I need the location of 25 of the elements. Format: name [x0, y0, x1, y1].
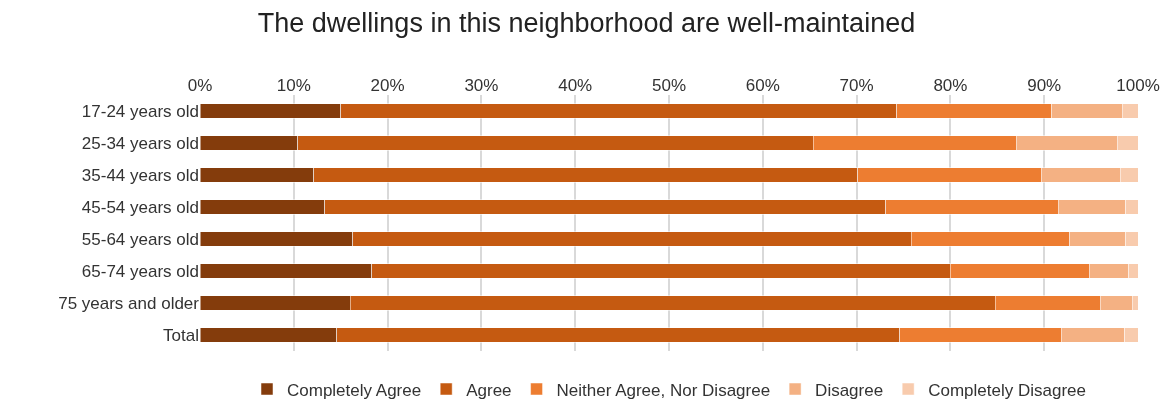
x-tick-label: 50% — [651, 75, 687, 95]
x-tick-label: 30% — [464, 75, 499, 95]
legend-label: Agree — [466, 380, 512, 400]
y-tick-label: 35-44 years old — [81, 165, 199, 185]
y-tick-label: 65-74 years old — [81, 261, 199, 281]
x-tick-label: 80% — [933, 75, 968, 95]
x-tick-label: 90% — [1027, 75, 1062, 95]
y-tick-label: 17-24 years old — [81, 101, 199, 121]
x-tick-label: 60% — [745, 75, 780, 95]
y-tick-label: 25-34 years old — [81, 133, 199, 153]
y-tick-label: 75 years and older — [58, 293, 200, 313]
legend-label: Completely Disagree — [928, 380, 1086, 400]
legend-label: Neither Agree, Nor Disagree — [556, 380, 771, 400]
y-tick-label: 45-54 years old — [81, 197, 199, 217]
legend-label: Disagree — [815, 380, 884, 400]
x-tick-label: 70% — [839, 75, 874, 95]
y-tick-label: 55-64 years old — [81, 229, 199, 249]
legend-label: Completely Agree — [287, 380, 422, 400]
x-tick-label: 0% — [187, 75, 213, 95]
x-tick-label: 20% — [370, 75, 405, 95]
chart-title: The dwellings in this neighborhood are well-maintained — [257, 7, 916, 38]
y-tick-label: Total — [163, 325, 199, 345]
x-tick-label: 40% — [558, 75, 593, 95]
x-tick-label: 10% — [276, 75, 311, 95]
x-tick-label: 100% — [1116, 75, 1160, 95]
